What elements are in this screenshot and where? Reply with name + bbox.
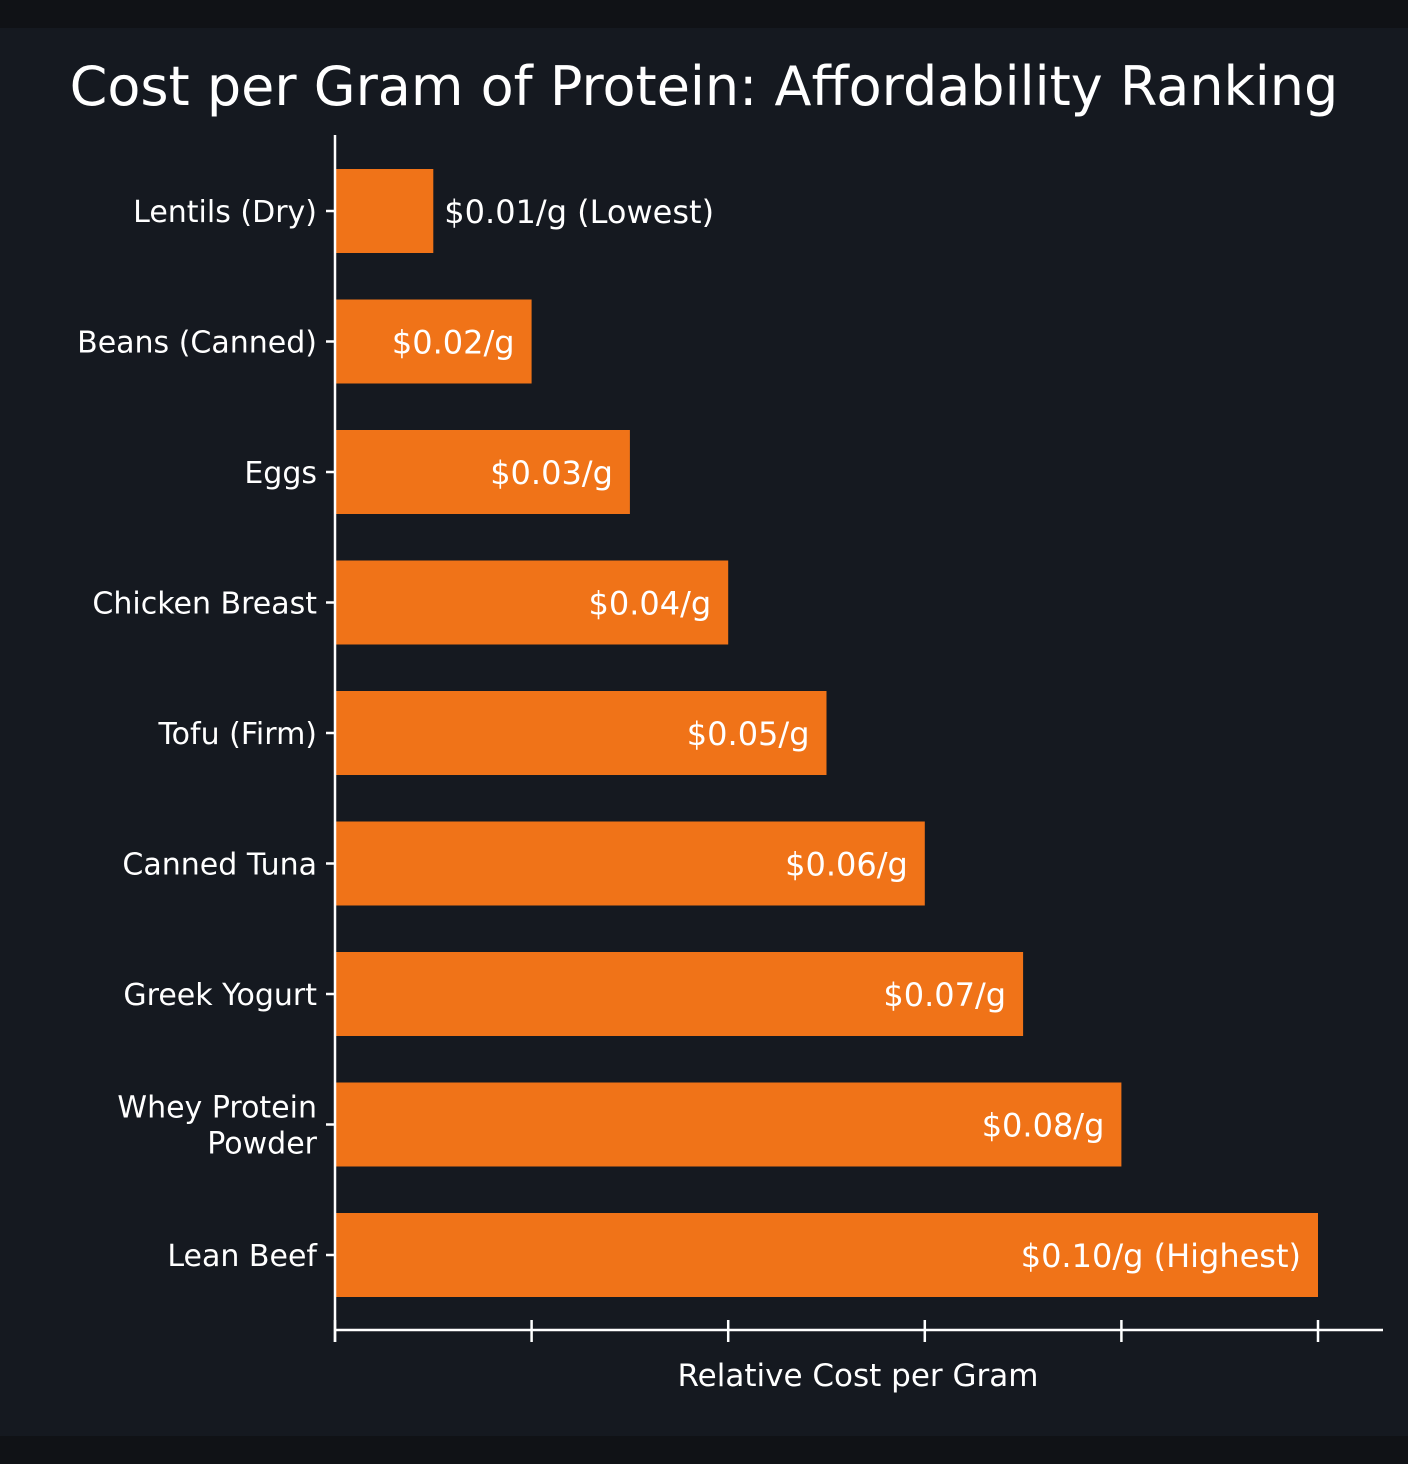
bar-2 bbox=[335, 430, 630, 514]
bar-1 bbox=[335, 299, 532, 384]
category-label: Beans (Canned) bbox=[77, 326, 317, 361]
chart-title: Cost per Gram of Protein: Affordability … bbox=[69, 55, 1339, 118]
bar-0 bbox=[335, 169, 434, 253]
data-label: $0.08/g bbox=[982, 1107, 1105, 1145]
category-label: Tofu (Firm) bbox=[157, 717, 317, 752]
bar-4 bbox=[335, 691, 827, 775]
category-label: Chicken Breast bbox=[92, 587, 317, 622]
data-label: $0.02/g bbox=[392, 324, 515, 362]
data-label: $0.01/g (Lowest) bbox=[444, 193, 714, 231]
bar-8 bbox=[335, 1213, 1318, 1297]
bar-5 bbox=[335, 821, 925, 906]
bar-6 bbox=[335, 952, 1024, 1036]
data-label: $0.03/g bbox=[490, 454, 613, 492]
category-label: Lean Beef bbox=[167, 1239, 318, 1274]
category-label: Canned Tuna bbox=[122, 848, 317, 883]
category-label: Greek Yogurt bbox=[123, 978, 317, 1013]
category-label: Whey Protein Powder bbox=[117, 1091, 317, 1162]
data-label: $0.10/g (Highest) bbox=[1021, 1237, 1301, 1275]
bar-3 bbox=[335, 560, 729, 645]
category-label: Lentils (Dry) bbox=[133, 195, 317, 230]
category-label: Eggs bbox=[244, 456, 317, 491]
bar-7 bbox=[335, 1082, 1122, 1167]
x-axis-label: Relative Cost per Gram bbox=[678, 1358, 1039, 1394]
data-label: $0.07/g bbox=[883, 976, 1006, 1014]
data-label: $0.05/g bbox=[687, 715, 810, 753]
data-label: $0.06/g bbox=[785, 846, 908, 884]
data-label: $0.04/g bbox=[588, 585, 711, 623]
